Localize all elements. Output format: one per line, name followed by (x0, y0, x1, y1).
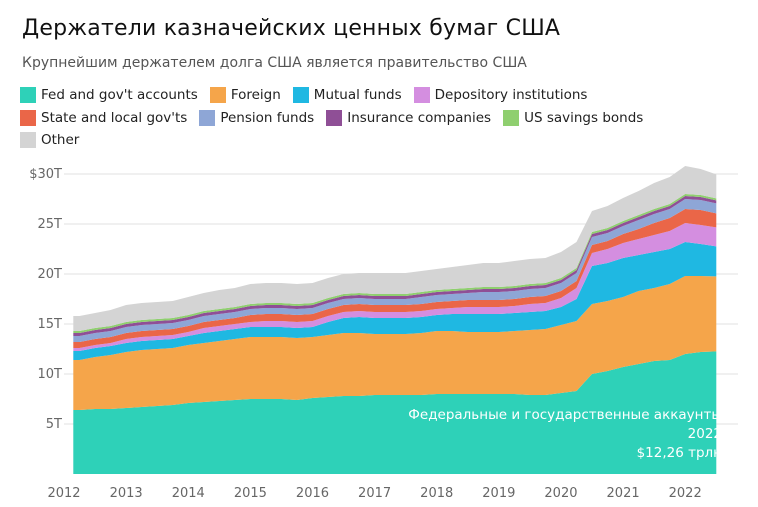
legend-swatch (20, 109, 36, 126)
legend-item-insurance: Insurance companies (326, 109, 492, 126)
legend-swatch (199, 109, 216, 126)
area-series-8 (73, 166, 717, 331)
legend-item-savings-bonds: US savings bonds (503, 109, 644, 126)
x-tick-label: 2018 (420, 486, 453, 501)
legend-label: Fed and gov't accounts (41, 87, 198, 104)
annotation: Федеральные и государственные аккаунты 2… (408, 407, 722, 461)
x-tick-label: 2015 (234, 486, 267, 501)
x-tick-label: 2022 (669, 486, 702, 501)
area-series-3 (73, 223, 717, 351)
legend-item-mutual-funds: Mutual funds (292, 87, 402, 104)
y-axis-ticks: $30T 25T 20T 15T 10T 5T (29, 167, 62, 432)
x-tick-label: 2013 (110, 486, 143, 501)
area-series-1 (73, 276, 717, 410)
area-series-5 (73, 199, 717, 342)
area-series-4 (73, 209, 717, 348)
legend-label: US savings bonds (524, 109, 644, 126)
legend-label: State and local gov'ts (41, 109, 188, 126)
chart-title: Держатели казначейских ценных бумаг США (22, 16, 561, 41)
legend-row: State and local gov'ts Pension funds Ins… (20, 107, 740, 130)
legend-item-pension: Pension funds (199, 109, 315, 126)
x-tick-label: 2017 (358, 486, 391, 501)
y-tick-label: 10T (38, 367, 63, 382)
legend-swatch (292, 87, 309, 104)
legend-swatch (209, 87, 226, 104)
legend-swatch (413, 87, 430, 104)
legend-item-fed: Fed and gov't accounts (20, 87, 198, 104)
y-tick-label: 5T (46, 417, 62, 432)
y-tick-label: 20T (38, 267, 63, 282)
x-axis-ticks: 2012 2013 2014 2015 2016 2017 2018 2019 2020 2021… (47, 486, 701, 501)
chart-legend: Fed and gov't accounts Foreign Mutual fu… (20, 84, 740, 152)
chart-subtitle: Крупнейшим держателем долга США является… (22, 55, 527, 71)
legend-label: Depository institutions (434, 87, 588, 104)
legend-swatch (20, 87, 36, 104)
legend-item-state-local: State and local gov'ts (20, 109, 188, 126)
annotation-line-3: $12,26 трлн (637, 445, 722, 461)
y-tick-label: 15T (38, 317, 63, 332)
legend-swatch (503, 109, 520, 126)
area-series-2 (73, 242, 717, 360)
legend-swatch (326, 109, 343, 126)
annotation-line-1: Федеральные и государственные аккаунты (408, 407, 722, 423)
legend-label: Other (41, 132, 80, 149)
legend-label: Foreign (230, 87, 281, 104)
legend-item-depository: Depository institutions (413, 87, 588, 104)
legend-swatch (20, 132, 36, 149)
x-tick-label: 2014 (172, 486, 205, 501)
x-tick-label: 2021 (607, 486, 640, 501)
legend-row: Fed and gov't accounts Foreign Mutual fu… (20, 84, 740, 107)
legend-label: Insurance companies (347, 109, 492, 126)
x-tick-label: 2020 (544, 486, 577, 501)
legend-label: Pension funds (220, 109, 315, 126)
x-tick-label: 2019 (482, 486, 515, 501)
annotation-line-2: 2022 (688, 426, 722, 442)
legend-item-foreign: Foreign (209, 87, 281, 104)
area-series-0 (73, 351, 717, 474)
legend-label: Mutual funds (313, 87, 402, 104)
stacked-areas (73, 166, 717, 474)
x-tick-label: 2012 (47, 486, 80, 501)
legend-item-other: Other (20, 132, 80, 149)
x-tick-label: 2016 (296, 486, 329, 501)
y-tick-label: $30T (29, 167, 62, 182)
y-tick-label: 25T (38, 217, 63, 232)
legend-row: Other (20, 129, 740, 152)
